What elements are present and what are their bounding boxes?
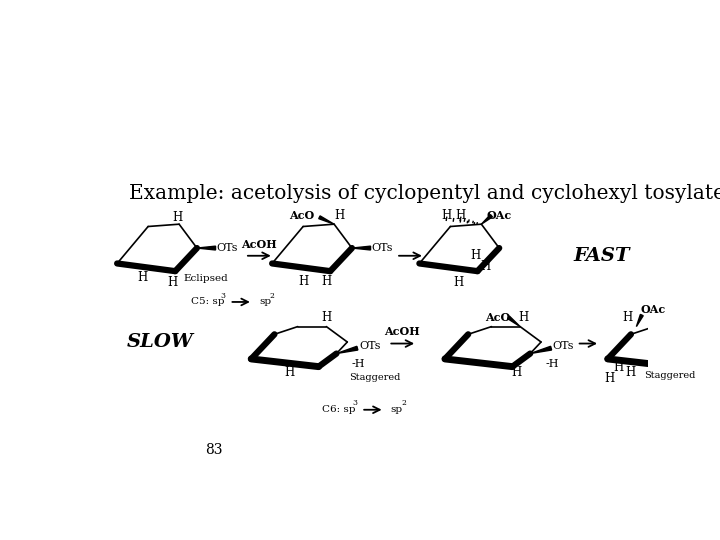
Text: H: H [138, 271, 148, 284]
Text: sp: sp [391, 405, 402, 414]
Text: OTs: OTs [372, 243, 393, 253]
Text: AcO: AcO [289, 210, 315, 221]
Text: Example: acetolysis of cyclopentyl and cyclohexyl tosylate: Example: acetolysis of cyclopentyl and c… [129, 184, 720, 203]
Text: C6: sp: C6: sp [323, 405, 356, 414]
Polygon shape [482, 214, 492, 224]
Text: H: H [625, 366, 635, 379]
Text: OAc: OAc [640, 304, 665, 315]
Text: OTs: OTs [553, 341, 574, 351]
Text: C5: sp: C5: sp [191, 298, 224, 307]
Text: H: H [511, 366, 521, 379]
Text: 83: 83 [205, 443, 222, 457]
Text: H: H [321, 275, 331, 288]
Text: -H: -H [546, 359, 559, 369]
Text: OAc: OAc [487, 210, 512, 221]
Text: H: H [321, 311, 331, 324]
Text: H: H [285, 366, 295, 379]
Text: H: H [471, 249, 481, 262]
Text: Staggered: Staggered [350, 373, 401, 382]
Text: H: H [604, 373, 614, 386]
Text: H: H [622, 311, 632, 324]
Polygon shape [508, 316, 520, 327]
Text: 3: 3 [352, 400, 357, 408]
Text: AcO: AcO [485, 312, 510, 323]
Text: 2: 2 [270, 292, 274, 300]
Text: H: H [518, 311, 528, 324]
Polygon shape [636, 314, 643, 327]
Text: sp: sp [259, 298, 271, 307]
Text: H: H [613, 361, 624, 374]
Text: H: H [455, 209, 466, 222]
Text: AcOH: AcOH [384, 326, 420, 336]
Polygon shape [336, 346, 358, 354]
Text: AcOH: AcOH [241, 239, 276, 249]
Text: H: H [173, 211, 183, 224]
Polygon shape [352, 246, 371, 250]
Polygon shape [319, 216, 334, 224]
Text: OTs: OTs [216, 243, 238, 253]
Text: H: H [441, 209, 451, 222]
Text: H: H [298, 275, 308, 288]
Text: H: H [453, 276, 463, 289]
Text: Staggered: Staggered [644, 372, 696, 380]
Text: H: H [168, 276, 178, 289]
Text: OTs: OTs [359, 341, 380, 351]
Text: Eclipsed: Eclipsed [183, 274, 228, 284]
Text: 2: 2 [402, 400, 406, 408]
Text: H: H [334, 209, 344, 222]
Polygon shape [530, 346, 552, 354]
Polygon shape [197, 246, 215, 250]
Text: 3: 3 [220, 292, 225, 300]
Text: -H: -H [352, 359, 366, 369]
Text: FAST: FAST [573, 247, 630, 265]
Text: SLOW: SLOW [127, 333, 194, 351]
Text: H: H [480, 260, 490, 273]
